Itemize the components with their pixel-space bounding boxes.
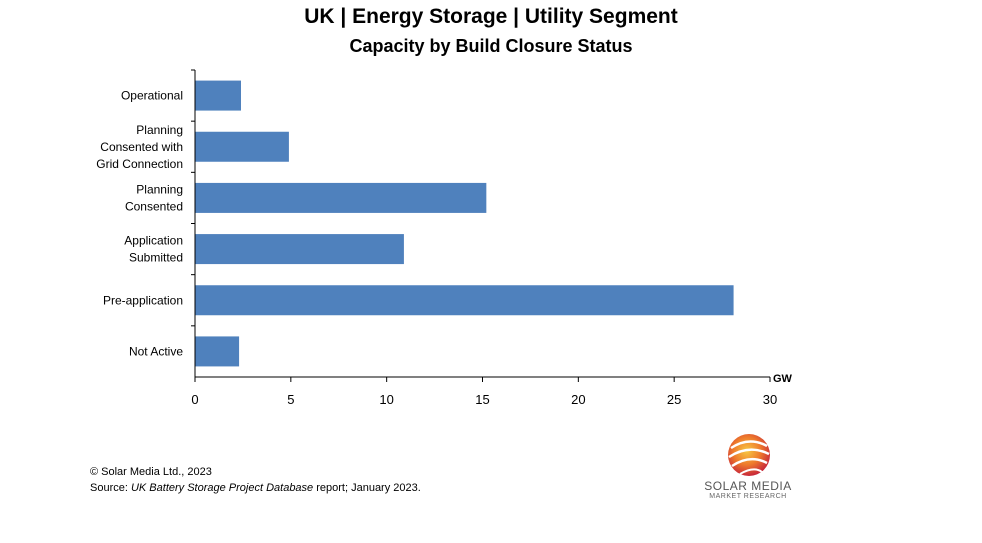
x-tick-label: 20 (571, 392, 585, 407)
unit-label: GW (773, 373, 793, 385)
x-tick-label: 25 (667, 392, 681, 407)
chart-title: UK | Energy Storage | Utility Segment (304, 5, 678, 28)
bar-1 (195, 131, 289, 162)
chart-subtitle: Capacity by Build Closure Status (349, 36, 633, 56)
category-label: Pre-application (103, 293, 183, 307)
bar-5 (195, 336, 240, 367)
x-tick-label: 0 (191, 392, 198, 407)
x-tick-label: 30 (763, 392, 777, 407)
x-tick-label: 10 (379, 392, 393, 407)
logo-name: SOLAR MEDIA (704, 479, 792, 493)
globe-logo-icon (728, 434, 770, 476)
source-note: Source: UK Battery Storage Project Datab… (90, 482, 421, 494)
category-label: Planning Consented (125, 182, 183, 213)
bar-2 (195, 182, 487, 213)
bar-4 (195, 285, 734, 316)
category-label: Operational (121, 89, 183, 103)
category-label: Not Active (129, 344, 183, 358)
x-tick-label: 5 (287, 392, 294, 407)
bar-0 (195, 80, 241, 111)
category-label: Planning Consented with Grid Connection (96, 123, 183, 171)
category-label: Application Submitted (124, 234, 183, 265)
solar-media-logo: SOLAR MEDIA MARKET RESEARCH (693, 432, 803, 507)
source-title: UK Battery Storage Project Database (130, 482, 314, 494)
source-prefix: Source: (90, 482, 131, 494)
source-suffix: report; January 2023. (313, 482, 421, 494)
bar-3 (195, 234, 404, 265)
copyright-note: © Solar Media Ltd., 2023 (90, 466, 212, 478)
x-tick-label: 15 (475, 392, 489, 407)
logo-subtitle: MARKET RESEARCH (709, 493, 787, 500)
